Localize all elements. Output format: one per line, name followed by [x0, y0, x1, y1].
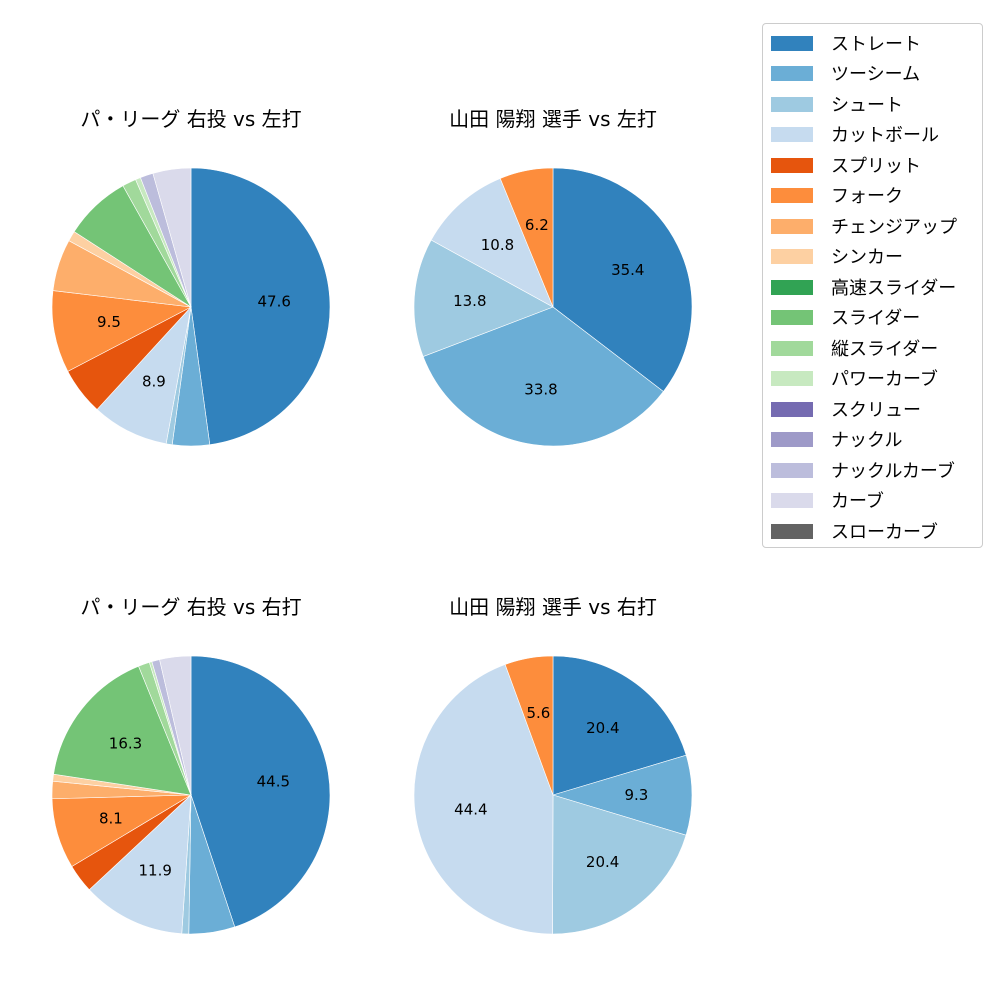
legend-label: シュート: [831, 95, 903, 116]
legend-item-slow-curve: スローカーブ: [771, 519, 938, 543]
legend-label: 高速スライダー: [831, 278, 957, 299]
legend-label: チェンジアップ: [831, 217, 957, 238]
pie-slice: [499, 167, 554, 308]
slice-value-label: 13.8: [453, 292, 486, 310]
legend-item-screwball: スクリュー: [771, 397, 921, 421]
pie-slice: [159, 655, 192, 796]
legend-item-vertical-slider: 縦スライダー: [771, 336, 938, 360]
legend-swatch: [771, 462, 813, 478]
chart-title-bottom-right: 山田 陽翔 選手 vs 右打: [449, 595, 657, 619]
slice-value-label: 9.5: [97, 313, 121, 331]
legend-swatch: [771, 126, 813, 142]
legend-swatch: [771, 218, 813, 234]
pie-slice: [552, 167, 693, 392]
slice-value-label: 10.8: [481, 236, 514, 254]
legend-item-curve: カーブ: [771, 488, 884, 512]
legend: ストレート ツーシーム シュート カットボール スプリット フォーク チェンジア…: [762, 23, 983, 548]
pie-slice: [552, 794, 687, 935]
legend-label: 縦スライダー: [831, 339, 939, 360]
pie-chart-2: 44.5 11.9 8.1 16.3: [51, 655, 331, 935]
legend-item-cutter: カットボール: [771, 122, 939, 146]
legend-item-straight: ストレート: [771, 31, 921, 55]
legend-item-knuckle: ナックル: [771, 427, 902, 451]
chart-title-top-left: パ・リーグ 右投 vs 左打: [80, 107, 302, 131]
legend-item-power-curve: パワーカーブ: [771, 366, 938, 390]
slice-value-label: 20.4: [586, 719, 619, 737]
legend-item-fast-slider: 高速スライダー: [771, 275, 956, 299]
slice-value-label: 20.4: [586, 853, 619, 871]
slice-value-label: 9.3: [624, 786, 648, 804]
legend-swatch: [771, 370, 813, 386]
slice-value-label: 8.9: [142, 373, 166, 391]
pie-chart-1: 35.4 33.8 13.8 10.8 6.2: [413, 167, 693, 447]
legend-swatch: [771, 340, 813, 356]
legend-swatch: [771, 157, 813, 173]
legend-label: パワーカーブ: [831, 369, 938, 390]
legend-label: カーブ: [831, 491, 884, 512]
legend-swatch: [771, 248, 813, 264]
legend-swatch: [771, 523, 813, 539]
slice-value-label: 6.2: [525, 216, 549, 234]
slice-value-label: 16.3: [109, 734, 142, 752]
legend-label: スローカーブ: [831, 522, 938, 543]
chart-title-top-right: 山田 陽翔 選手 vs 左打: [449, 107, 657, 131]
legend-swatch: [771, 187, 813, 203]
legend-label: ツーシーム: [831, 64, 921, 85]
pie-slice: [152, 167, 192, 308]
legend-label: スクリュー: [831, 400, 921, 421]
legend-label: ナックル: [831, 430, 903, 451]
pie-slice: [422, 306, 664, 447]
legend-label: スライダー: [831, 308, 921, 329]
pie-slice: [88, 794, 192, 935]
legend-item-knuckle-curve: ナックルカーブ: [771, 458, 955, 482]
legend-label: フォーク: [831, 186, 903, 207]
legend-swatch: [771, 35, 813, 51]
legend-item-splitter: スプリット: [771, 153, 921, 177]
legend-item-shoot: シュート: [771, 92, 903, 116]
chart-title-bottom-left: パ・リーグ 右投 vs 右打: [80, 595, 302, 619]
legend-item-two-seam: ツーシーム: [771, 61, 920, 85]
legend-item-fork: フォーク: [771, 183, 903, 207]
pie-slice: [51, 290, 192, 372]
pie-slice: [413, 664, 554, 935]
legend-label: ナックルカーブ: [831, 461, 955, 482]
pie-slice: [190, 167, 331, 446]
pie-slice: [552, 655, 687, 796]
legend-swatch: [771, 96, 813, 112]
legend-item-changeup: チェンジアップ: [771, 214, 957, 238]
pie-slice: [430, 178, 554, 308]
legend-swatch: [771, 309, 813, 325]
legend-item-slider: スライダー: [771, 305, 920, 329]
slice-value-label: 44.5: [257, 773, 290, 791]
slice-value-label: 44.4: [454, 800, 487, 818]
legend-swatch: [771, 431, 813, 447]
slice-value-label: 47.6: [258, 292, 291, 310]
legend-label: ストレート: [831, 34, 921, 55]
pie-slice: [413, 239, 554, 357]
legend-label: スプリット: [831, 156, 921, 177]
pie-chart-0: 47.6 8.9 9.5: [51, 167, 331, 447]
pie-slice: [53, 665, 192, 796]
slice-value-label: 8.1: [99, 809, 123, 827]
legend-label: カットボール: [831, 125, 939, 146]
slice-value-label: 11.9: [138, 861, 171, 879]
pie-slice: [551, 754, 693, 836]
pie-slice: [504, 655, 554, 796]
pie-chart-3: 20.4 9.3 20.4 44.4 5.6: [413, 655, 693, 935]
slice-value-label: 35.4: [611, 261, 644, 279]
legend-swatch: [771, 492, 813, 508]
slice-value-label: 33.8: [524, 381, 557, 399]
legend-swatch: [771, 65, 813, 81]
slice-value-label: 5.6: [526, 704, 550, 722]
legend-swatch: [771, 401, 813, 417]
legend-item-sinker: シンカー: [771, 244, 903, 268]
legend-swatch: [771, 279, 813, 295]
pie-slice: [190, 655, 331, 928]
legend-label: シンカー: [831, 247, 903, 268]
